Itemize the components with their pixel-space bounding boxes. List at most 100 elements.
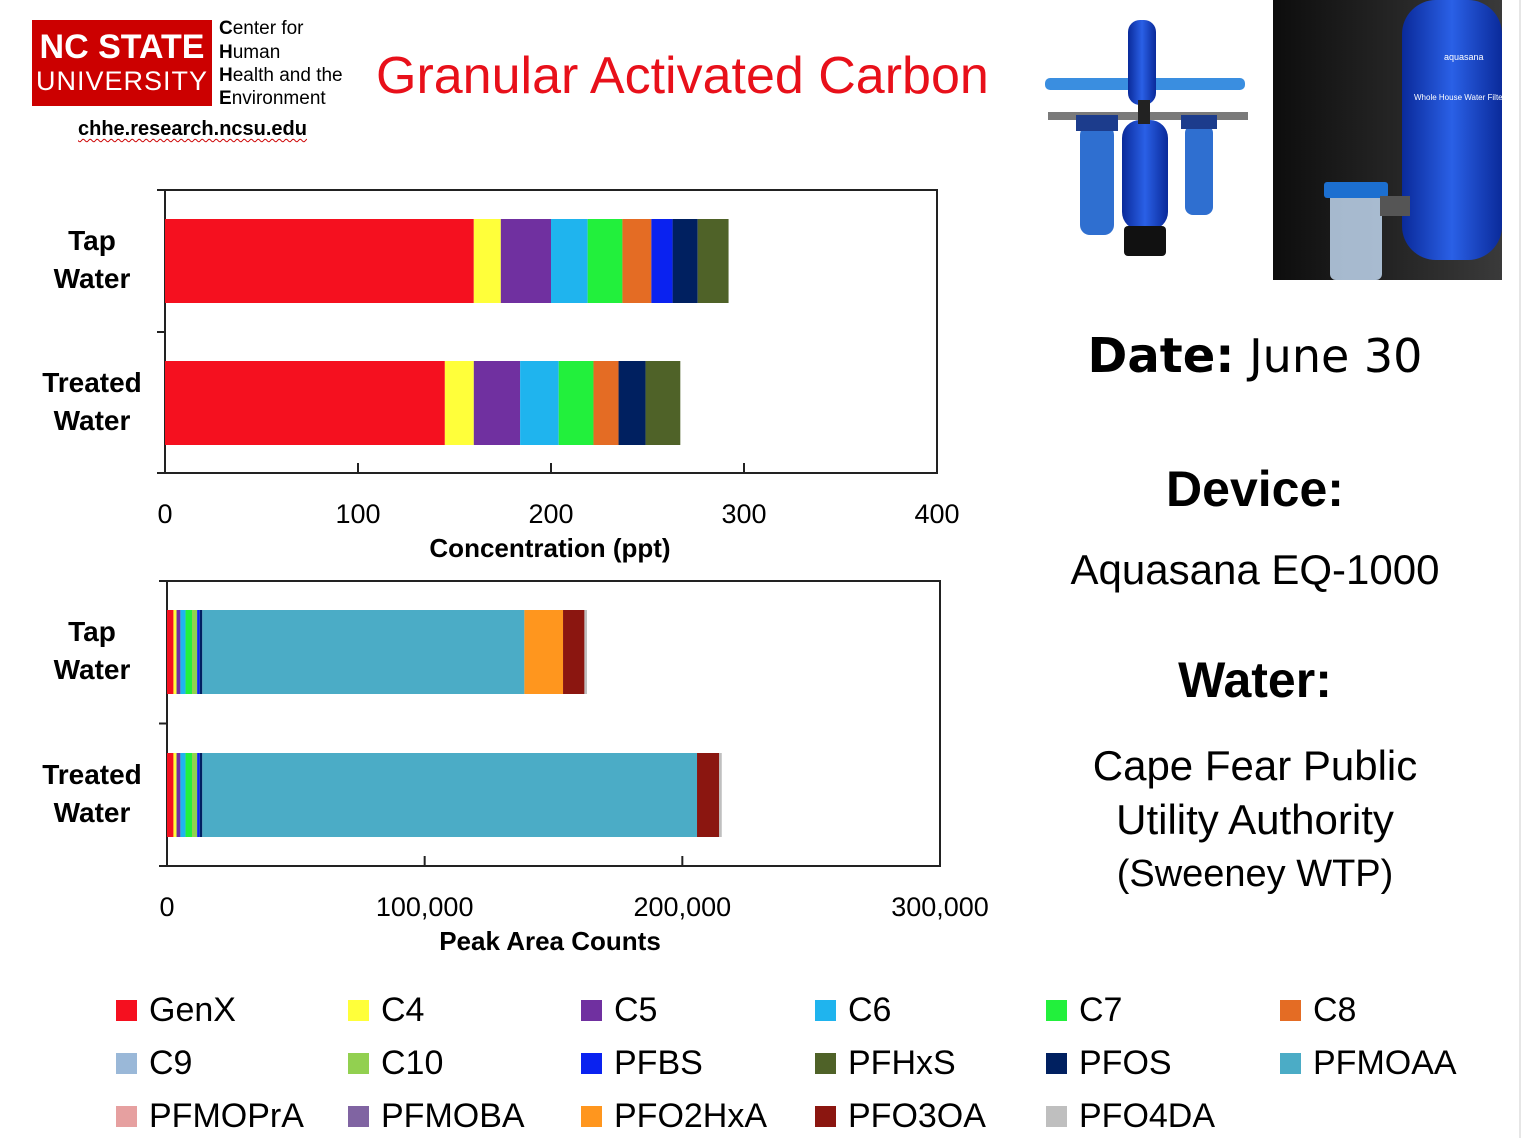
legend-label: PFMOBA [381,1096,525,1135]
legend-swatch [1280,1052,1301,1074]
legend-item-pfmoba: PFMOBA [348,1096,525,1136]
legend-label: C6 [848,990,892,1029]
device-label: Device: [1166,461,1344,517]
bar-segment-c6-0 [180,610,186,694]
bar-segment-pfo3oa-0 [563,610,585,694]
bar-segment-c4-0 [473,219,501,303]
water-label: Water: [1178,652,1332,708]
bar-segment-genx-0 [165,219,474,303]
bar-segment-c7-1 [185,753,192,837]
date-value: June 30 [1249,329,1423,383]
legend-label: C7 [1079,990,1123,1029]
legend-label: C10 [381,1043,444,1082]
bar-segment-pfbs-0 [651,219,673,303]
legend-item-pfmoaa: PFMOAA [1280,1043,1457,1083]
legend-swatch [815,999,836,1021]
bar-segment-pfbs-1 [197,753,200,837]
center-name-line3: Health and the [219,65,343,86]
legend-item-c4: C4 [348,990,424,1030]
legend-item-pfhxs: PFHxS [815,1043,956,1083]
x-tick-label: 100,000 [376,892,474,922]
category-label: Water [54,405,131,436]
legend-item-c9: C9 [116,1043,192,1083]
logo-line1: NC STATE [39,28,205,66]
x-tick-label: 400 [914,499,959,529]
x-tick-label: 300 [721,499,766,529]
x-tick-label: 200 [528,499,573,529]
category-label: Treated [42,759,142,790]
legend-swatch [815,1052,836,1074]
legend-item-c8: C8 [1280,990,1356,1030]
center-name-line1: Center for [219,18,304,39]
logo-line2: UNIVERSITY [35,66,209,96]
legend-swatch [348,1052,369,1074]
legend-label: PFBS [614,1043,703,1082]
date-label: Date: [1087,328,1235,384]
legend-label: C4 [381,990,425,1029]
legend-label: PFHxS [848,1043,956,1082]
bar-segment-pfo4da-1 [719,753,722,837]
bar-segment-pfmoaa-1 [202,753,698,837]
legend-swatch [581,1052,602,1074]
peak-area-chart: Tap Water Treated Water 0 100,000 200,000 300,0… [42,580,989,956]
bar-segment-c7-1 [558,361,594,445]
legend-item-c7: C7 [1046,990,1122,1030]
legend-swatch [1280,999,1301,1021]
category-label: Treated [42,367,142,398]
category-label: Tap [68,225,116,256]
x-tick-label: 0 [159,892,174,922]
legend-item-c5: C5 [581,990,657,1030]
legend-label: PFO4DA [1079,1096,1216,1135]
slide-edge [1519,0,1521,1138]
bar-segment-pfo2hxa-0 [524,610,564,694]
category-label: Water [54,797,131,828]
legend-item-pfbs: PFBS [581,1043,703,1083]
legend-item-pfo3oa: PFO3OA [815,1096,986,1136]
bar-segment-c7-0 [185,610,192,694]
bar-segment-pfhxs-0 [697,219,729,303]
bar-segment-c5-1 [176,753,181,837]
bar-segment-c10-1 [191,753,198,837]
center-url-link[interactable]: chhe.research.ncsu.edu [78,118,307,140]
x-tick-label: 300,000 [891,892,989,922]
photo-brand-text: aquasana [1444,52,1484,62]
bar-segment-pfo4da-0 [584,610,587,694]
water-value-line1: Cape Fear Public [1092,742,1418,789]
legend-item-c10: C10 [348,1043,443,1083]
category-label: Water [54,263,131,294]
category-label: Tap [68,616,116,647]
concentration-chart: Tap Water Treated Water 0 100 200 300 400 Concent… [42,189,960,563]
bar-segment-c5-1 [473,361,521,445]
slide-title: Granular Activated Carbon [376,47,989,105]
bar-segment-c4-1 [444,361,474,445]
filter-closeup-photo: aquasana Whole House Water Filter [1273,0,1502,280]
legend-label: PFOS [1079,1043,1172,1082]
legend-swatch [348,999,369,1021]
bar-segment-c10-0 [191,610,198,694]
bar-segment-pfo3oa-1 [697,753,720,837]
legend-label: C9 [149,1043,193,1082]
bar-segment-c8-1 [593,361,619,445]
legend-item-genx: GenX [116,990,236,1030]
legend-label: PFMOAA [1313,1043,1457,1082]
legend-item-c6: C6 [815,990,891,1030]
bar-segment-c6-0 [551,219,588,303]
device-value: Aquasana EQ-1000 [1070,546,1440,593]
legend-label: PFO3OA [848,1096,986,1135]
bar-segment-c8-0 [622,219,652,303]
center-name-line4: Environment [219,88,326,109]
bar-segment-pfbs-0 [197,610,200,694]
x-axis-label: Peak Area Counts [439,926,661,956]
legend-swatch [581,1105,602,1127]
legend-label: C8 [1313,990,1357,1029]
bar-segment-pfos-1 [618,361,646,445]
center-name-line2: Human [219,42,281,63]
category-label: Water [54,654,131,685]
bar-segment-pfhxs-1 [645,361,681,445]
bar-segment-pfos-0 [672,219,698,303]
legend-swatch [348,1105,369,1127]
legend-label: C5 [614,990,658,1029]
legend-label: PFO2HxA [614,1096,768,1135]
bar-segment-pfos-1 [199,753,203,837]
water-value-line2: Utility Authority [1116,796,1394,843]
